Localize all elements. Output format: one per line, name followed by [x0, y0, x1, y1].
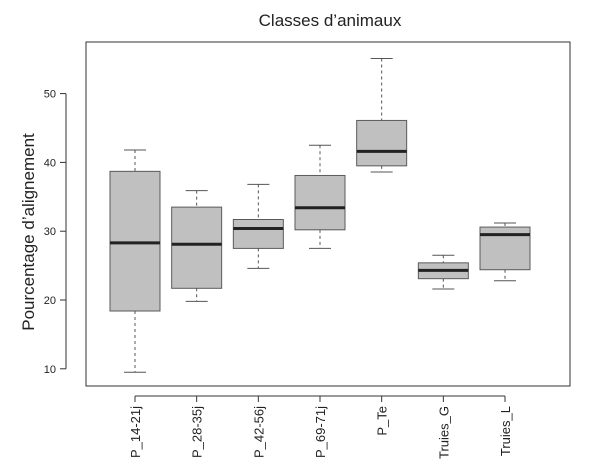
y-axis: 10 20 30 40 50	[44, 89, 67, 376]
plot-frame	[85, 41, 571, 387]
box-p-28-35j	[171, 190, 223, 302]
box-p-te	[356, 58, 408, 173]
x-tick-label: P_69-71j	[313, 406, 328, 458]
box-iqr	[294, 174, 346, 231]
box-iqr	[232, 219, 284, 249]
box-iqr	[109, 170, 161, 312]
x-tick-label: Truies_L	[498, 406, 513, 456]
box-truies-l	[479, 222, 531, 282]
x-tick-label: P_42-56j	[251, 406, 266, 458]
x-axis: P_14-21j P_28-35j P_42-56j P_69-71j P_Te Trui…	[128, 395, 513, 459]
x-tick-label: P_28-35j	[190, 406, 205, 458]
box-p-42-56j	[232, 183, 284, 269]
y-tick-label: 40	[44, 157, 56, 169]
box-p-69-71j	[294, 144, 346, 249]
x-tick-label: P_Te	[375, 406, 390, 436]
y-tick-label: 10	[44, 364, 56, 376]
x-tick-label: P_14-21j	[128, 406, 143, 458]
box-iqr	[356, 119, 408, 167]
box-truies-g	[417, 254, 469, 290]
box-p-14-21j	[109, 149, 161, 373]
x-tick-label: Truies_G	[436, 406, 451, 459]
box-series	[109, 58, 531, 373]
y-tick-label: 30	[44, 226, 56, 238]
y-tick-label: 50	[44, 89, 56, 101]
y-tick-label: 20	[44, 295, 56, 307]
chart-title: Classes d’animaux	[259, 11, 402, 30]
box-iqr	[171, 206, 223, 289]
y-axis-label: Pourcentage d’alignement	[19, 133, 38, 331]
